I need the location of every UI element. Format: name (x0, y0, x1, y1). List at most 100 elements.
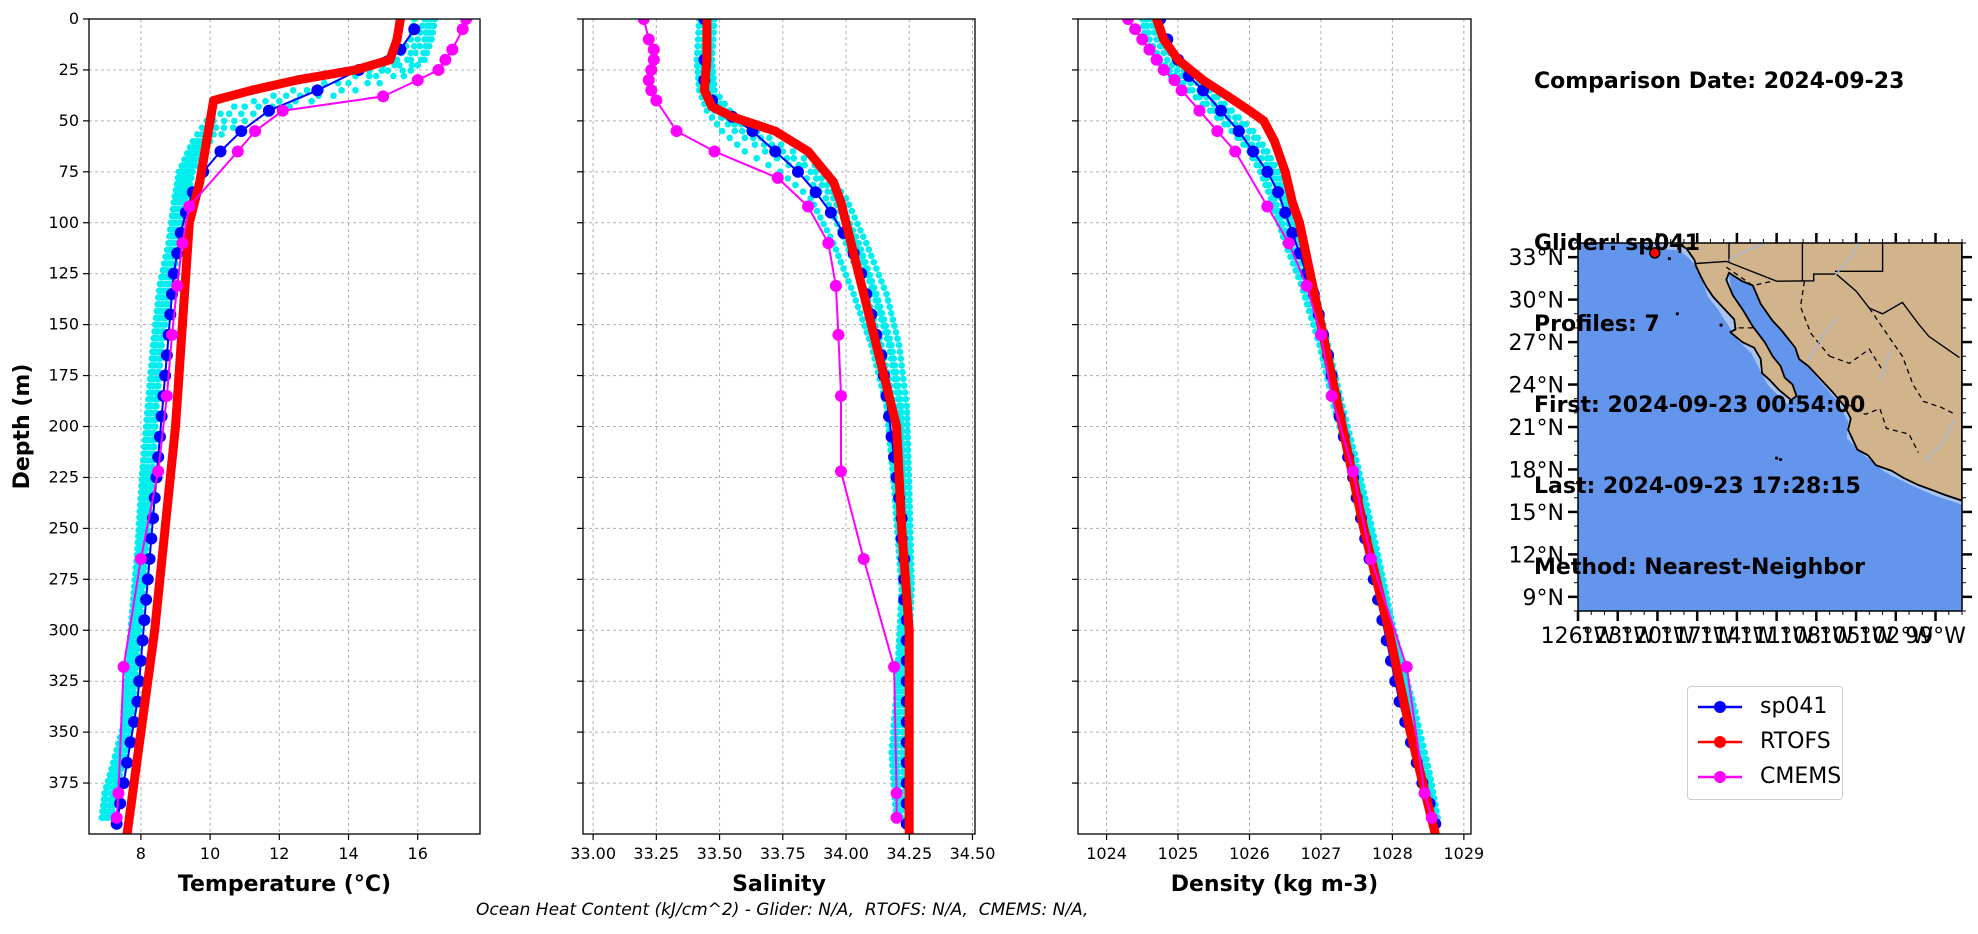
raw-point (255, 103, 262, 110)
series-point-rtofs (150, 625, 160, 635)
raw-point (785, 161, 792, 169)
plot-area (98, 19, 473, 834)
raw-point (1364, 507, 1372, 515)
legend-swatch-cmems (1698, 771, 1742, 783)
raw-point (141, 436, 149, 444)
raw-point (731, 127, 739, 135)
raw-point (885, 341, 893, 349)
map-lat-label: 18°N (1509, 458, 1564, 483)
raw-point (400, 72, 408, 80)
map-lat-label: 12°N (1509, 543, 1564, 568)
raw-point (875, 271, 883, 279)
raw-point (1271, 207, 1279, 215)
raw-point (887, 309, 895, 317)
raw-point (1160, 49, 1168, 57)
raw-point (421, 36, 428, 43)
raw-point (889, 735, 896, 743)
island (1719, 323, 1723, 327)
series-point-cmems (117, 660, 130, 673)
comparison-date: Comparison Date: 2024-09-23 (1534, 69, 1905, 94)
raw-point (905, 484, 913, 491)
raw-point (144, 402, 152, 410)
raw-point (904, 452, 912, 460)
x-tick-label: 16 (408, 844, 428, 863)
series-point-cmems (647, 43, 660, 56)
series-point-cmems (834, 465, 847, 478)
raw-point (142, 429, 149, 437)
raw-point (414, 61, 422, 69)
raw-profile (1139, 19, 1436, 821)
raw-point (372, 72, 380, 80)
y-tick-label: 325 (48, 671, 79, 690)
raw-point (137, 495, 144, 502)
series-point-cmems (231, 145, 244, 158)
raw-point (894, 335, 901, 342)
raw-point (231, 103, 238, 110)
raw-point (163, 246, 171, 254)
x-tick-label: 34.50 (950, 844, 996, 863)
raw-point (109, 759, 117, 766)
raw-point (800, 154, 808, 162)
raw-point (695, 22, 703, 30)
plot-frame (582, 18, 976, 835)
raw-point (883, 335, 891, 342)
raw-point (141, 564, 148, 571)
raw-point (1253, 161, 1260, 169)
raw-point (905, 478, 913, 485)
raw-point (856, 309, 864, 317)
raw-point (739, 127, 746, 135)
raw-point (390, 72, 397, 80)
series-point-rtofs (836, 197, 846, 207)
map-lat-label: 9°N (1523, 586, 1564, 611)
raw-point (886, 348, 894, 356)
x-tick-label: 1027 (1301, 844, 1342, 863)
raw-point (183, 150, 191, 157)
raw-point (175, 168, 183, 176)
map-lon-label: 99°W (1905, 624, 1966, 649)
raw-point (901, 389, 909, 396)
raw-point (384, 67, 392, 74)
raw-point (852, 297, 860, 304)
series-point-cmems (890, 811, 903, 824)
y-tick-label: 225 (48, 467, 79, 486)
raw-point (303, 87, 311, 94)
raw-point (162, 253, 170, 261)
raw-point (884, 297, 892, 304)
raw-point (894, 396, 902, 403)
raw-point (430, 22, 438, 30)
series-glider (1154, 19, 1442, 830)
raw-point (104, 808, 112, 815)
state-boundary (1834, 243, 1884, 272)
raw-point (241, 117, 249, 125)
raw-point (135, 526, 142, 534)
raw-point (1242, 120, 1250, 128)
raw-point (847, 284, 855, 291)
raw-point (189, 137, 197, 145)
ohc-footer: Ocean Heat Content (kJ/cm^2) - Glider: N… (476, 900, 1089, 920)
raw-point (149, 348, 156, 356)
raw-point (888, 742, 896, 750)
raw-point (1367, 520, 1375, 527)
series-point-cmems (160, 389, 173, 402)
map-lon-label: 105°W (1819, 624, 1894, 649)
raw-point (857, 227, 864, 234)
series-point-rtofs (395, 19, 405, 24)
raw-point (147, 368, 155, 376)
series-point-cmems (647, 53, 660, 66)
y-tick-label: 50 (59, 111, 79, 130)
x-tick-label: 1026 (1229, 844, 1270, 863)
raw-point (807, 168, 814, 176)
raw-point (890, 775, 897, 782)
x-tick-label: 34.25 (886, 844, 932, 863)
raw-point (907, 547, 915, 555)
raw-point (1289, 260, 1297, 267)
series-point-cmems (834, 389, 847, 402)
series-point-rtofs (174, 371, 184, 381)
raw-point (220, 124, 228, 131)
raw-point (152, 423, 159, 430)
raw-point (159, 266, 167, 274)
series-point-rtofs (897, 523, 907, 533)
raw-point (1254, 134, 1262, 142)
raw-point (276, 97, 283, 105)
raw-point (711, 87, 718, 94)
